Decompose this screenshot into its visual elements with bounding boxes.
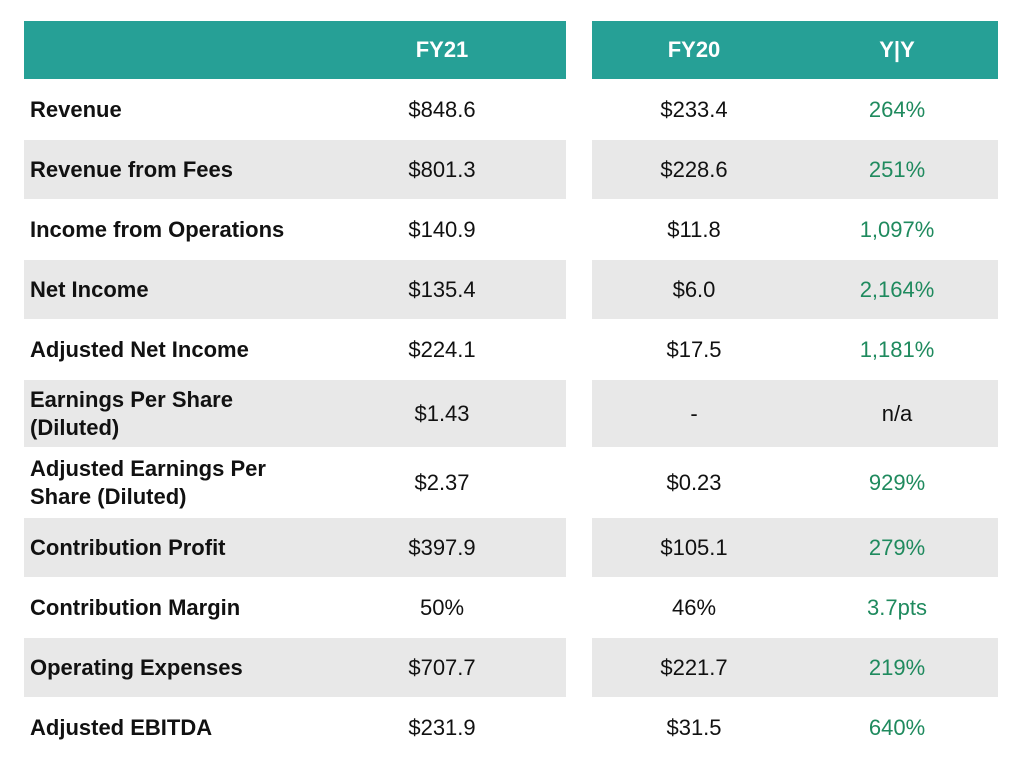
fy20-value: - — [690, 400, 698, 426]
header-yoy: Y|Y — [879, 37, 915, 62]
row-label: Revenue from Fees — [30, 156, 233, 182]
fy21-value: $801.3 — [408, 156, 476, 182]
header-fy20: FY20 — [667, 37, 721, 62]
fy21-value: $140.9 — [408, 216, 476, 242]
row-shade-left — [24, 638, 566, 697]
row-shade-right — [592, 140, 998, 199]
fy20-value: $6.0 — [672, 276, 716, 302]
fy20-value: $11.8 — [667, 216, 721, 242]
yoy-value: 219% — [868, 654, 926, 680]
yoy-value: 1,181% — [859, 336, 935, 362]
yoy-value: 929% — [868, 469, 926, 495]
yoy-value: 2,164% — [859, 276, 935, 302]
row-label: Revenue — [30, 96, 122, 122]
row-shade-right — [592, 638, 998, 697]
fy21-value: $848.6 — [408, 96, 476, 122]
fy21-value: $707.7 — [408, 654, 476, 680]
row-label: Contribution Profit — [30, 534, 226, 560]
row-label: Contribution Margin — [30, 594, 241, 620]
row-shade-right — [592, 260, 998, 319]
row-shade-left — [24, 518, 566, 577]
row-label: Operating Expenses — [30, 654, 243, 680]
fy20-value: $0.23 — [666, 469, 722, 495]
fy20-value: $105.1 — [660, 534, 728, 560]
yoy-value: 3.7pts — [867, 594, 927, 620]
header-fy21: FY21 — [415, 37, 469, 62]
fy21-value: $135.4 — [408, 276, 476, 302]
row-label: Income from Operations — [30, 216, 285, 242]
fy20-value: $221.7 — [660, 654, 728, 680]
row-shade-left — [24, 260, 566, 319]
row-shade-right — [592, 518, 998, 577]
fy21-value: $397.9 — [408, 534, 476, 560]
row-label: Adjusted Net Income — [30, 336, 249, 362]
header-left-block: FY21 — [24, 21, 566, 79]
fy21-value: $1.43 — [414, 400, 470, 426]
row-label: Net Income — [30, 276, 149, 302]
yoy-value: n/a — [881, 400, 913, 426]
fy20-value: 46% — [671, 594, 717, 620]
yoy-value: 264% — [868, 96, 926, 122]
yoy-value: 1,097% — [859, 216, 935, 242]
yoy-value: 251% — [868, 156, 926, 182]
yoy-value: 640% — [868, 714, 926, 740]
fy20-value: $228.6 — [660, 156, 728, 182]
fy20-value: $233.4 — [660, 96, 728, 122]
row-label: Adjusted EBITDA — [30, 714, 213, 740]
row-label: Earnings Per Share (Diluted) — [30, 386, 233, 440]
fy20-value: $17.5 — [666, 336, 722, 362]
fy21-value: $224.1 — [408, 336, 476, 362]
header-right-block: FY20 Y|Y — [592, 21, 998, 79]
row-shade-left — [24, 380, 566, 447]
row-shade-right — [592, 380, 998, 447]
yoy-value: 279% — [868, 534, 926, 560]
row-label: Adjusted Earnings Per Share (Diluted) — [30, 455, 266, 509]
fy21-value: $2.37 — [414, 469, 470, 495]
row-shade-left — [24, 140, 566, 199]
fy21-value: 50% — [419, 594, 465, 620]
fy20-value: $31.5 — [666, 714, 722, 740]
fy21-value: $231.9 — [408, 714, 476, 740]
